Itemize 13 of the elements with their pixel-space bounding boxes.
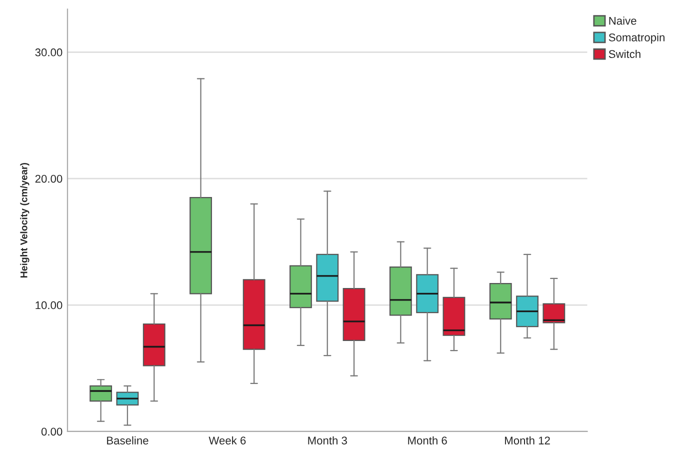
y-tick-label: 20.00 (35, 174, 62, 183)
legend-label: Somatropin (608, 33, 664, 44)
y-tick-label: 0.00 (41, 428, 62, 436)
x-tick-label: Baseline (107, 436, 148, 444)
legend-label: Switch (608, 50, 640, 58)
legend-label: Naive (609, 16, 636, 25)
x-tick-label: Month 6 (408, 436, 447, 444)
y-tick-label: 30.00 (35, 48, 62, 56)
x-tick-label: Month 3 (308, 436, 347, 444)
y-tick-label: 10.00 (36, 301, 62, 310)
x-tick-label: Month 12 (505, 436, 550, 444)
y-axis-title: Height Velocity (cm/year) (20, 162, 30, 278)
x-tick-label: Week 6 (208, 436, 246, 444)
